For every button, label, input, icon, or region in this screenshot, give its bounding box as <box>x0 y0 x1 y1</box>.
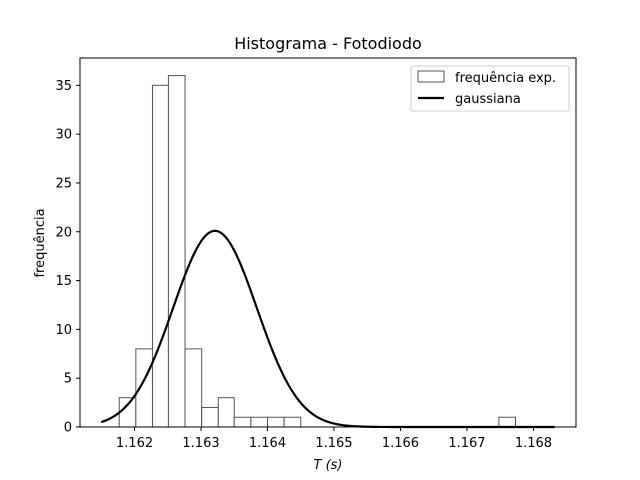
histogram-bar-6 <box>217 397 235 428</box>
y-tick-label-4: 20 <box>55 225 72 240</box>
x-tick-label-2: 1.164 <box>249 436 286 451</box>
y-tick-label-2: 10 <box>55 323 72 338</box>
y-tick-label-7: 35 <box>55 79 72 94</box>
legend-label-histogram: frequência exp. <box>455 71 556 86</box>
histogram-bar-2 <box>151 84 169 428</box>
x-tick-label-3: 1.165 <box>315 436 352 451</box>
bars-group <box>118 75 516 428</box>
legend-box <box>410 65 570 112</box>
y-tick-label-6: 30 <box>55 128 72 143</box>
x-tick-label-1: 1.163 <box>182 436 219 451</box>
x-axis-label: T (s) <box>314 458 343 473</box>
y-tick-label-5: 25 <box>55 176 72 191</box>
x-tick-label-4: 1.166 <box>382 436 419 451</box>
histogram-bar-8 <box>250 416 268 428</box>
histogram-bar-4 <box>184 348 203 428</box>
histogram-bar-3 <box>167 75 186 428</box>
histogram-bar-10 <box>283 416 302 428</box>
legend: frequência exp. gaussiana <box>410 65 570 112</box>
y-tick-label-1: 5 <box>64 372 72 387</box>
plot-frame <box>79 57 577 428</box>
histogram-bar-1 <box>135 348 153 428</box>
x-tick-label-6: 1.168 <box>515 436 552 451</box>
y-tick-label-3: 15 <box>55 274 72 289</box>
histogram-bar-23 <box>498 416 516 428</box>
histogram-bar-7 <box>233 416 252 428</box>
y-ticks: 0 5 10 15 20 25 30 35 <box>55 79 80 436</box>
y-tick-label-0: 0 <box>64 421 72 436</box>
x-ticks: 1.162 1.163 1.164 1.165 1.166 1.167 1.168 <box>116 427 552 451</box>
y-axis-label: frequência <box>33 208 48 277</box>
chart-title: Histograma - Fotodiodo <box>234 34 422 53</box>
x-tick-label-0: 1.162 <box>116 436 153 451</box>
histogram-bar-9 <box>266 416 285 428</box>
legend-label-gaussian: gaussiana <box>455 92 521 107</box>
legend-swatch-histogram <box>417 70 445 83</box>
x-tick-label-5: 1.167 <box>448 436 485 451</box>
histogram-bar-0 <box>118 397 137 428</box>
histogram-bar-5 <box>201 406 219 428</box>
